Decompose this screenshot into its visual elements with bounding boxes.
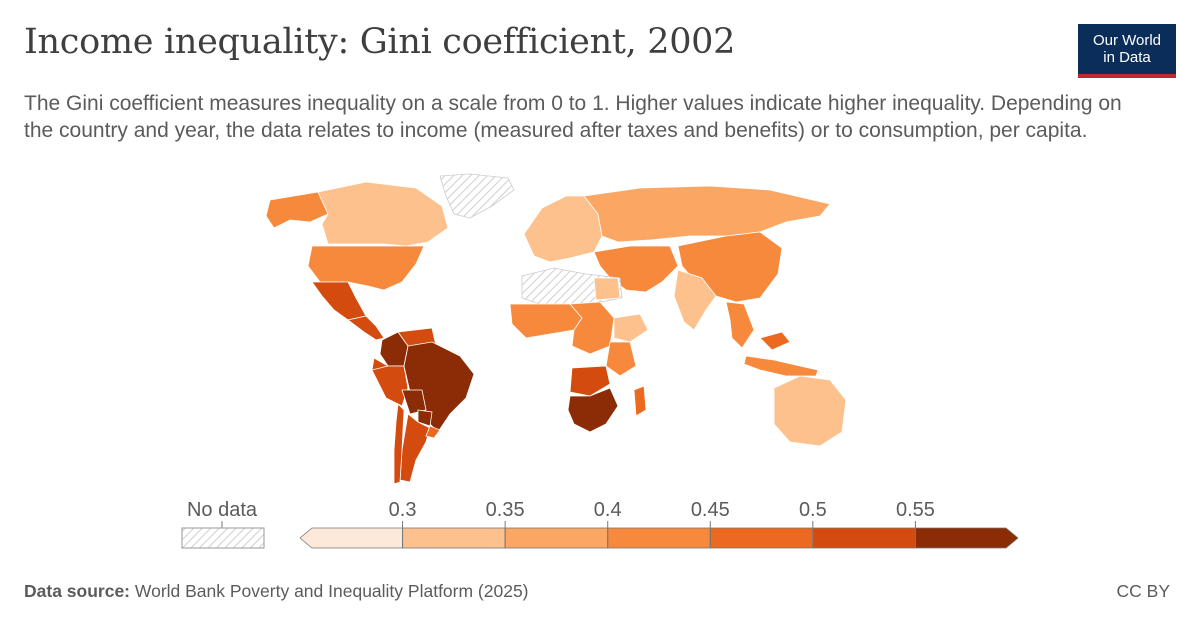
region-australia[interactable]: [773, 375, 847, 447]
legend-tick-label: 0.55: [896, 499, 935, 521]
legend-no-data-swatch: [181, 527, 265, 549]
legend-tick-label: 0.4: [594, 499, 622, 521]
legend-tick-label: 0.3: [389, 499, 417, 521]
legend-tick-labels: 0.3 0.35 0.4 0.45 0.5 0.55: [389, 499, 935, 548]
region-indonesia[interactable]: [743, 355, 819, 377]
legend-tick-label: 0.5: [799, 499, 827, 521]
region-alaska[interactable]: [265, 191, 329, 229]
legend-bin-0: [299, 527, 403, 549]
license-link[interactable]: CC BY: [1116, 581, 1170, 601]
region-greenland[interactable]: [439, 173, 515, 219]
region-central-africa[interactable]: [569, 301, 615, 355]
logo-line-2: in Data: [1103, 49, 1151, 66]
region-uruguay[interactable]: [425, 425, 441, 439]
legend-bin-6: [915, 527, 1019, 549]
logo-line-1: Our World: [1092, 32, 1162, 49]
region-zambia[interactable]: [569, 365, 611, 397]
legend-bin-3: [607, 527, 711, 549]
region-united-states[interactable]: [307, 245, 425, 291]
data-source-text[interactable]: World Bank Poverty and Inequality Platfo…: [134, 581, 529, 601]
region-southeast-asia[interactable]: [725, 301, 755, 349]
legend-color-bins: [299, 527, 1019, 549]
region-west-africa[interactable]: [509, 303, 583, 339]
world-map[interactable]: [170, 170, 930, 490]
region-india[interactable]: [673, 269, 717, 331]
chart-subtitle: The Gini coefficient measures inequality…: [24, 92, 1122, 142]
legend-bin-5: [812, 527, 916, 549]
data-source-label: Data source:: [24, 581, 131, 601]
region-brazil[interactable]: [403, 341, 475, 433]
region-east-africa[interactable]: [605, 341, 637, 377]
region-canada[interactable]: [317, 181, 449, 247]
region-bolivia[interactable]: [401, 389, 427, 415]
region-chile[interactable]: [393, 403, 405, 485]
region-central-america[interactable]: [347, 315, 385, 341]
region-egypt[interactable]: [593, 277, 621, 301]
data-source: Data source: World Bank Poverty and Ineq…: [24, 581, 529, 602]
region-europe[interactable]: [523, 195, 603, 263]
legend-no-data-label: No data: [187, 499, 258, 521]
legend-tick-label: 0.35: [486, 499, 525, 521]
legend-bin-4: [709, 527, 814, 549]
legend-bin-2: [504, 527, 609, 549]
chart-title: Income inequality: Gini coefficient, 200…: [24, 22, 736, 62]
region-ethiopia[interactable]: [613, 313, 649, 343]
owid-logo[interactable]: Our World in Data: [1078, 24, 1176, 78]
legend-tick-label: 0.45: [691, 499, 730, 521]
region-mexico[interactable]: [311, 281, 367, 321]
region-russia[interactable]: [583, 185, 831, 243]
legend-bin-1: [402, 527, 506, 549]
region-southern-africa[interactable]: [567, 387, 619, 433]
region-malaysia[interactable]: [759, 331, 791, 351]
region-madagascar[interactable]: [633, 385, 647, 417]
region-peru[interactable]: [371, 365, 409, 407]
